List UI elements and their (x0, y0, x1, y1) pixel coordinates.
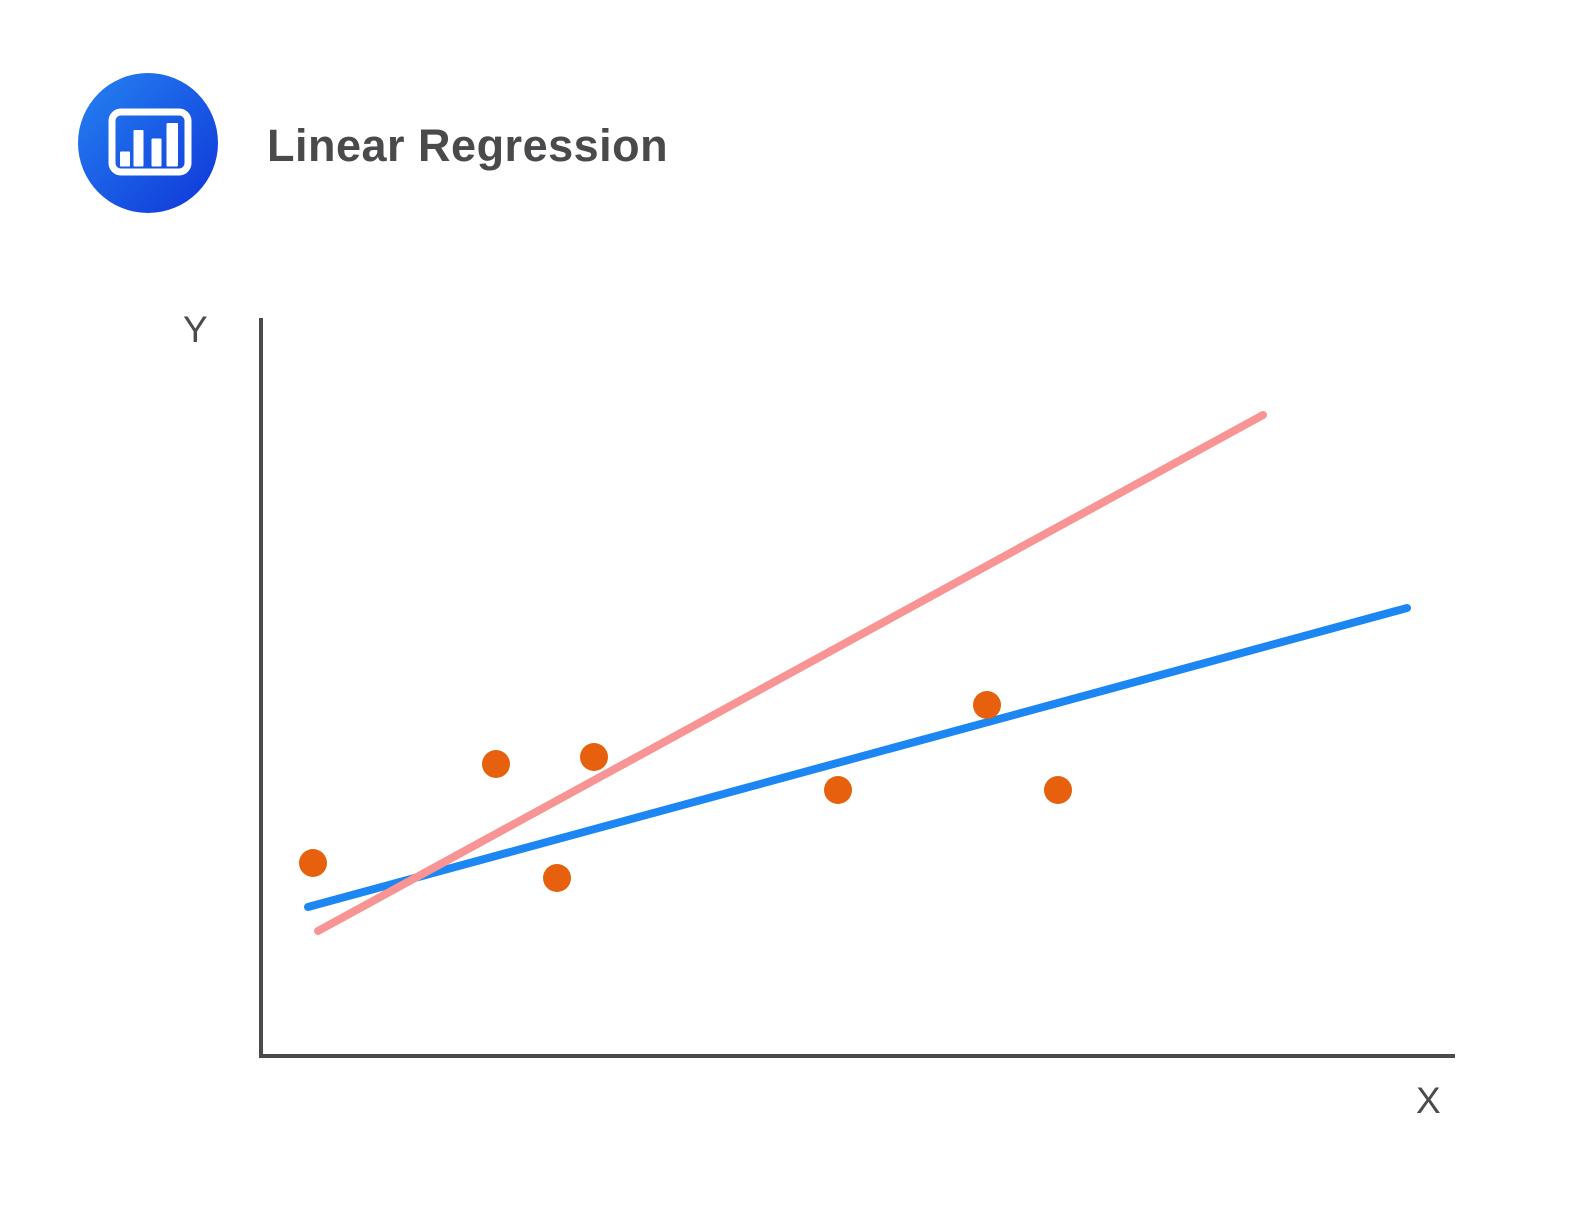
scatter-point (824, 776, 852, 804)
icon-circle (78, 73, 218, 213)
regression-fit-line (304, 604, 1411, 911)
scatter-point (482, 750, 510, 778)
icon-bar-2 (133, 130, 144, 167)
icon-bar-3 (151, 138, 162, 167)
icon-bar-1 (120, 151, 130, 167)
axes (259, 318, 1455, 1058)
icon-frame (108, 108, 192, 176)
scatter-point (973, 691, 1001, 719)
scatter-point (543, 864, 571, 892)
bar-chart-icon (78, 73, 218, 213)
scatter-point (580, 743, 608, 771)
scatter-point (1044, 776, 1072, 804)
page-title: Linear Regression (267, 120, 669, 171)
steeper-comparison-line (314, 411, 1267, 935)
scatter-point (299, 849, 327, 877)
x-axis-label: X (1416, 1080, 1441, 1121)
header: Linear Regression (0, 0, 1590, 220)
icon-bar-4 (166, 123, 178, 167)
y-axis-label: Y (183, 309, 208, 350)
